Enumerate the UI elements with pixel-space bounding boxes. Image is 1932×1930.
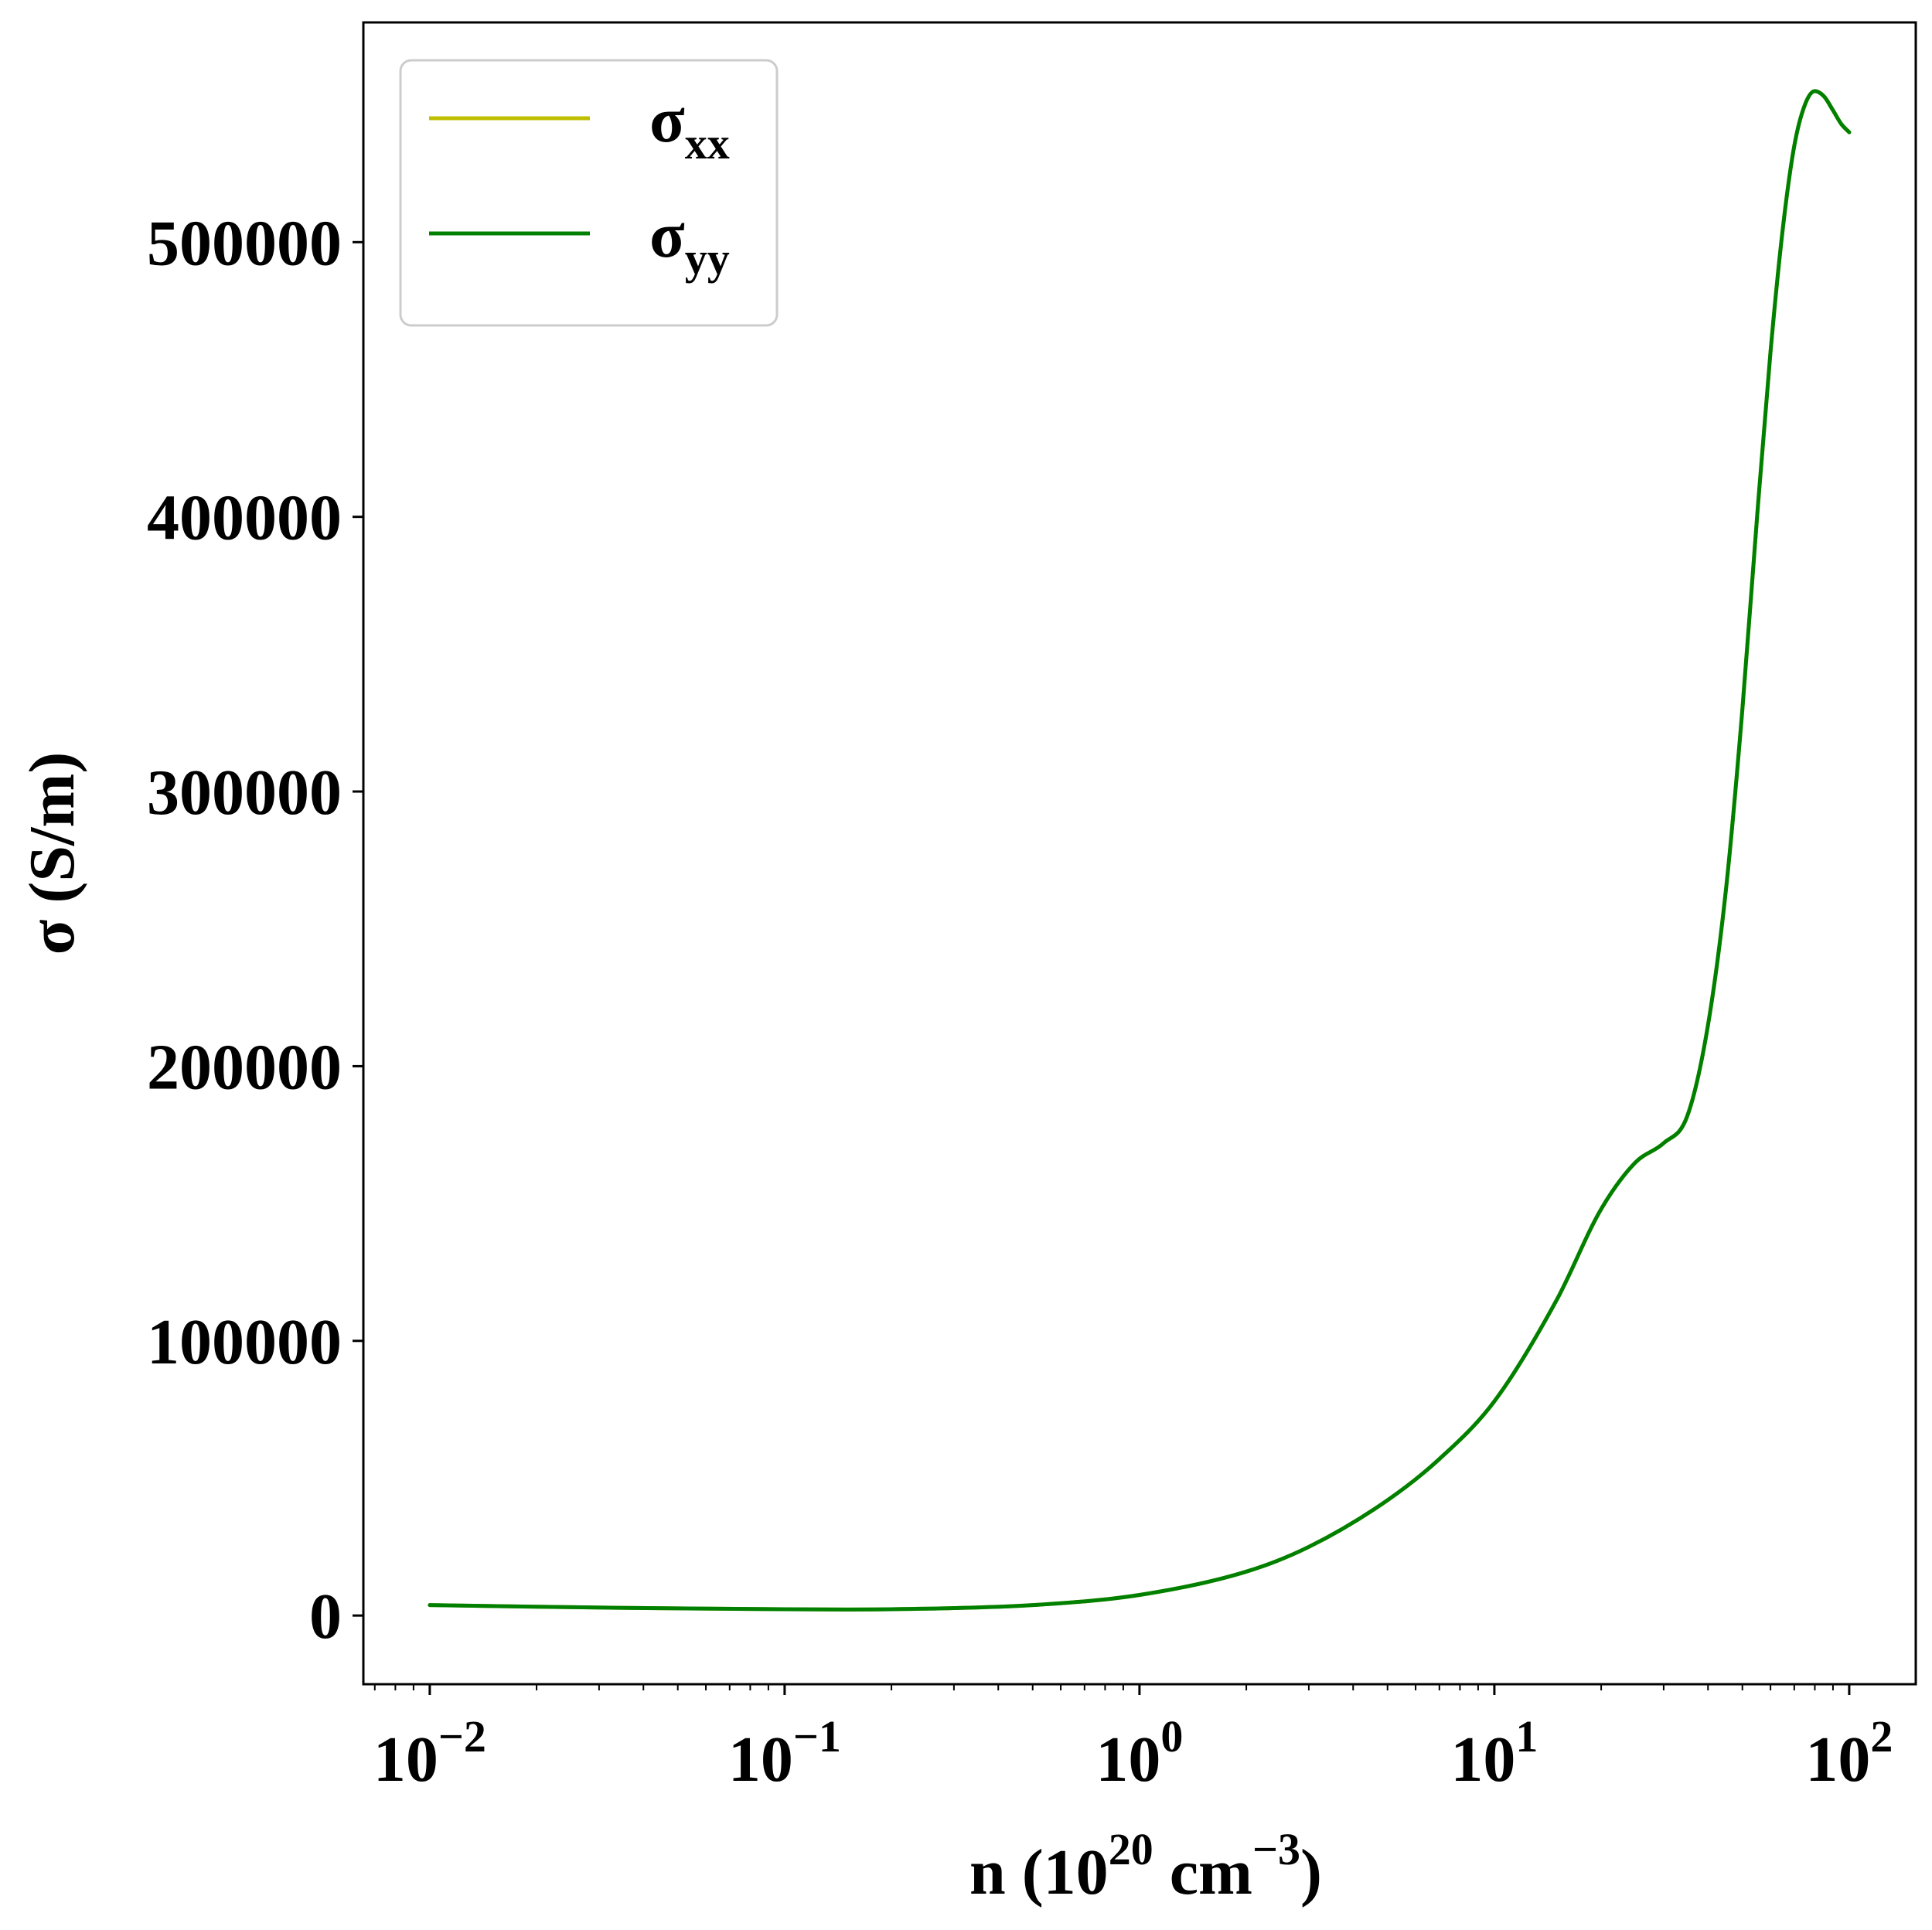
- x-axis-label: n (1020 cm−3): [969, 1824, 1322, 1908]
- legend-box: [399, 59, 779, 327]
- legend-label-sigma-xx: σxx: [649, 84, 730, 168]
- y-tick-label: 0: [309, 1581, 342, 1653]
- y-axis-ticks: 0 100000 200000 300000 400000 500000: [147, 207, 363, 1653]
- plot-frame: [362, 21, 1917, 1686]
- x-tick-label-exponent: 0: [1160, 1711, 1183, 1762]
- x-axis-ticks: 10−2 10−1 100 101 102: [373, 1684, 1893, 1796]
- x-tick-label: 10−1: [728, 1711, 841, 1796]
- y-axis-label: σ (S/m): [16, 752, 88, 955]
- x-tick-label-exponent: −2: [438, 1711, 486, 1762]
- y-tick-label: 100000: [147, 1306, 342, 1378]
- y-tick-label: 300000: [147, 757, 342, 829]
- x-tick-label-base: 10: [1450, 1724, 1515, 1796]
- series-line-sigma-yy: [428, 89, 1852, 1612]
- x-tick-label-base: 10: [373, 1724, 438, 1796]
- x-axis-label-mid: cm: [1153, 1836, 1252, 1908]
- x-tick-label-base: 10: [1095, 1724, 1160, 1796]
- x-axis-label-base: n (10: [969, 1836, 1109, 1908]
- legend-label-sigma-yy: σyy: [649, 199, 730, 284]
- x-axis-label-exp1: 20: [1109, 1824, 1153, 1874]
- x-tick-label-exponent: −1: [793, 1711, 841, 1762]
- legend: σxx σyy: [399, 59, 779, 327]
- x-tick-label-exponent: 1: [1515, 1711, 1538, 1762]
- y-tick-label: 500000: [147, 207, 342, 279]
- series-layer: [428, 89, 1852, 1612]
- x-tick-label: 100: [1095, 1711, 1183, 1796]
- x-axis-label-tail: ): [1300, 1836, 1322, 1908]
- y-tick-label: 200000: [147, 1031, 342, 1103]
- x-axis-label-exp2: −3: [1252, 1824, 1300, 1874]
- x-tick-label: 101: [1450, 1711, 1538, 1796]
- x-tick-label-base: 10: [1805, 1724, 1870, 1796]
- x-tick-label: 10−2: [373, 1711, 486, 1796]
- x-tick-label-exponent: 2: [1870, 1711, 1893, 1762]
- y-tick-label: 400000: [147, 482, 342, 554]
- x-tick-label-base: 10: [728, 1724, 793, 1796]
- x-tick-label: 102: [1805, 1711, 1893, 1796]
